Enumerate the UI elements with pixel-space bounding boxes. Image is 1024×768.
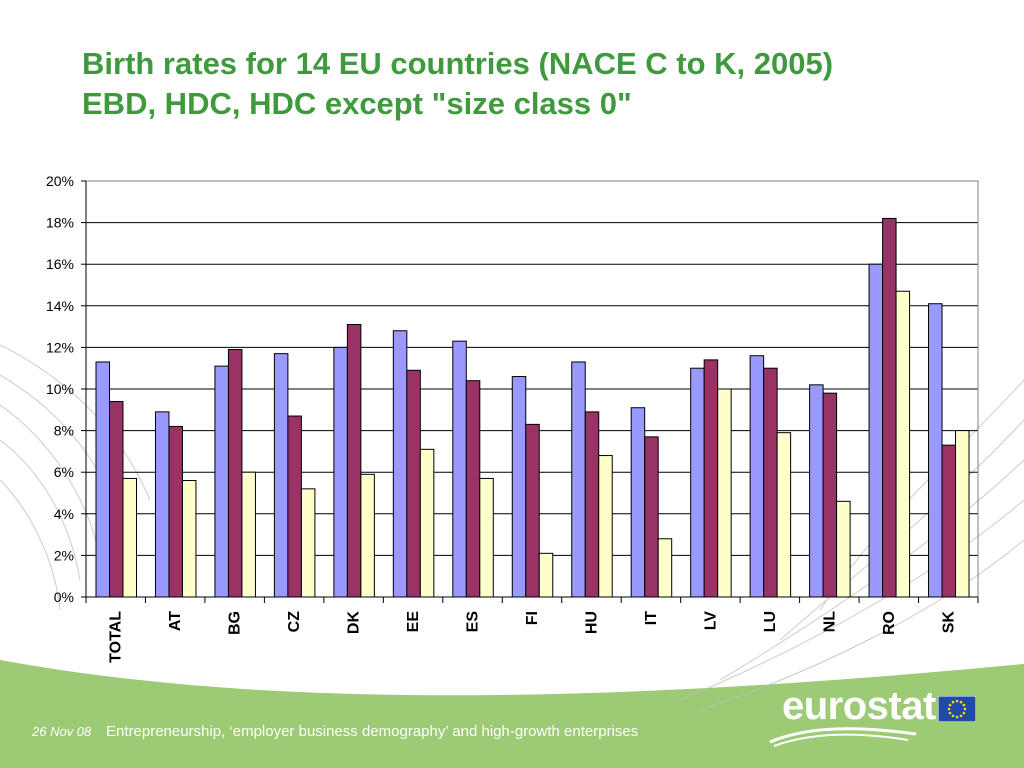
- bar-lv-s2: [703, 359, 719, 598]
- eurostat-swoosh: [769, 727, 917, 747]
- x-tick-label: DK: [346, 611, 363, 635]
- x-tick-label: RO: [881, 611, 898, 635]
- bar-es-s2: [465, 380, 481, 598]
- footer-text: Entrepreneurship, ‘employer business dem…: [106, 723, 639, 740]
- bar-hu-s2: [584, 411, 600, 598]
- axes: [81, 180, 979, 603]
- bar-total-s3: [122, 477, 137, 598]
- bar-cz-s1: [273, 353, 289, 598]
- bar-sk-s3: [955, 430, 970, 598]
- y-tick-label: 12%: [46, 339, 74, 355]
- bar-lu-s1: [749, 355, 765, 598]
- bar-it-s2: [644, 436, 659, 598]
- y-tick-label: 0%: [54, 589, 74, 605]
- y-tick-label: 20%: [46, 173, 74, 189]
- y-tick-label: 8%: [54, 423, 74, 439]
- bar-es-s3: [479, 477, 494, 598]
- bar-lu-s2: [763, 367, 778, 598]
- bar-sk-s1: [928, 303, 943, 598]
- x-tick-label: IT: [643, 611, 660, 625]
- title-line-1: Birth rates for 14 EU countries (NACE C …: [82, 46, 834, 81]
- bar-ro-s2: [882, 217, 897, 598]
- y-tick-label: 14%: [46, 298, 74, 314]
- x-tick-label: HU: [583, 611, 600, 634]
- x-tick-label: TOTAL: [108, 611, 125, 663]
- bar-dk-s1: [333, 346, 348, 598]
- bar-bg-s2: [227, 348, 243, 598]
- bar-ro-s1: [868, 263, 884, 598]
- x-tick-label: NL: [821, 611, 838, 633]
- bar-at-s1: [154, 411, 170, 598]
- eu-flag-icon: [938, 696, 976, 722]
- bar-fi-s3: [538, 552, 554, 598]
- bar-total-s2: [109, 400, 124, 598]
- bar-fi-s1: [511, 376, 527, 598]
- bar-lu-s3: [776, 432, 792, 598]
- y-tick-label: 6%: [54, 464, 74, 480]
- bar-fi-s2: [525, 423, 540, 598]
- bar-dk-s2: [346, 324, 362, 598]
- y-tick-labels: 0% 2% 4% 6% 8% 10% 12% 14% 16% 18% 20%: [46, 173, 74, 605]
- bar-es-s1: [452, 340, 467, 598]
- bar-bg-s1: [214, 365, 229, 598]
- bar-sk-s2: [941, 444, 957, 598]
- slide-title: Birth rates for 14 EU countries (NACE C …: [82, 44, 982, 124]
- bar-nl-s2: [822, 392, 838, 598]
- bar-dk-s3: [360, 473, 375, 598]
- x-tick-label: EE: [405, 611, 422, 633]
- eurostat-logo: eurostat: [768, 680, 978, 750]
- y-tick-label: 16%: [46, 256, 74, 272]
- bar-ee-s1: [392, 330, 408, 598]
- bar-lv-s1: [690, 367, 705, 598]
- bar-it-s3: [657, 538, 673, 598]
- x-tick-label: ES: [465, 611, 482, 633]
- bar-cz-s2: [287, 415, 302, 598]
- x-tick-label: SK: [940, 611, 957, 634]
- bar-lv-s3: [717, 388, 732, 598]
- bar-at-s3: [181, 480, 197, 598]
- bar-hu-s3: [598, 455, 613, 598]
- bar-total-s1: [95, 361, 110, 598]
- y-tick-label: 2%: [54, 547, 74, 563]
- y-tick-label: 18%: [46, 215, 74, 231]
- bar-ro-s3: [895, 290, 911, 598]
- y-tick-label: 4%: [54, 506, 74, 522]
- footer-band: [0, 660, 1024, 768]
- bar-nl-s1: [809, 384, 824, 598]
- x-tick-labels: TOTAL AT BG CZ DK EE ES FI HU IT LV LU NL RO SK: [108, 611, 958, 663]
- bar-ee-s3: [419, 448, 435, 598]
- bar-cz-s3: [300, 488, 316, 598]
- title-line-2: EBD, HDC, HDC except "size class 0": [82, 86, 632, 121]
- x-tick-label: CZ: [286, 611, 303, 633]
- bar-it-s1: [630, 407, 646, 598]
- bar-bg-s3: [241, 471, 256, 598]
- y-tick-label: 10%: [46, 381, 74, 397]
- bar-ee-s2: [406, 369, 421, 598]
- bar-hu-s1: [571, 361, 586, 598]
- bars: [95, 217, 970, 598]
- bar-at-s2: [168, 425, 183, 598]
- x-tick-label: LU: [762, 611, 779, 632]
- x-tick-label: LV: [702, 611, 719, 631]
- logo-wordmark: eurostat: [782, 684, 936, 728]
- x-tick-label: AT: [167, 611, 184, 631]
- x-tick-label: FI: [524, 611, 541, 625]
- bar-nl-s3: [836, 500, 851, 598]
- x-tick-label: BG: [227, 611, 244, 635]
- footer-date: 26 Nov 08: [32, 724, 92, 739]
